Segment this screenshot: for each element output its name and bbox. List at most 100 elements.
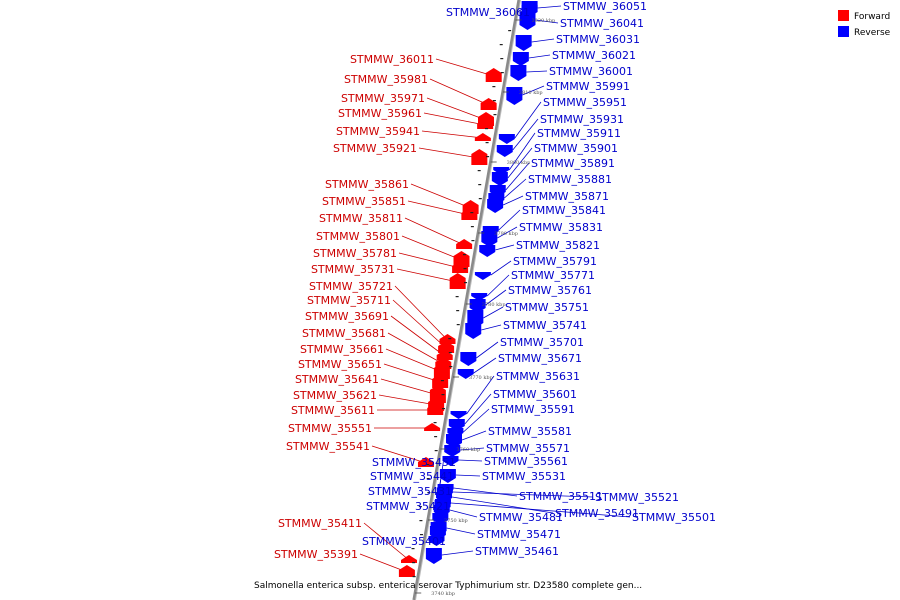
reverse-gene-label[interactable]: STMMW_35881	[528, 173, 612, 186]
forward-gene-glyph[interactable]	[439, 334, 456, 344]
reverse-gene-glyph[interactable]	[510, 65, 527, 81]
forward-gene-glyph[interactable]	[417, 457, 434, 467]
reverse-gene-glyph[interactable]	[481, 231, 498, 247]
forward-gene-label[interactable]: STMMW_35781	[313, 247, 397, 260]
forward-gene-label[interactable]: STMMW_35711	[307, 294, 391, 307]
forward-gene-glyph[interactable]	[401, 555, 417, 563]
reverse-gene-glyph[interactable]	[506, 87, 523, 105]
forward-gene-glyph[interactable]	[433, 363, 450, 379]
reverse-gene-label[interactable]: STMMW_35771	[511, 269, 595, 282]
reverse-gene-label[interactable]: STMMW_35421	[366, 500, 450, 513]
forward-gene-glyph[interactable]	[456, 239, 473, 249]
reverse-gene-glyph[interactable]	[434, 500, 451, 512]
reverse-gene-glyph[interactable]	[437, 487, 454, 495]
reverse-gene-glyph[interactable]	[428, 536, 445, 546]
forward-gene-label[interactable]: STMMW_35411	[278, 517, 362, 530]
forward-gene-glyph[interactable]	[438, 341, 455, 353]
forward-gene-label[interactable]: STMMW_35651	[298, 358, 382, 371]
reverse-gene-label[interactable]: STMMW_35531	[482, 470, 566, 483]
reverse-gene-glyph[interactable]	[515, 35, 532, 51]
forward-gene-label[interactable]: STMMW_35921	[333, 142, 417, 155]
forward-gene-glyph[interactable]	[452, 261, 469, 273]
forward-gene-glyph[interactable]	[485, 68, 502, 82]
reverse-gene-glyph[interactable]	[460, 352, 477, 366]
reverse-gene-glyph[interactable]	[512, 52, 529, 66]
reverse-gene-label[interactable]: STMMW_35591	[491, 403, 575, 416]
reverse-gene-glyph[interactable]	[496, 145, 513, 157]
reverse-gene-label[interactable]: STMMW_35511	[519, 490, 603, 503]
forward-gene-label[interactable]: STMMW_35801	[316, 230, 400, 243]
reverse-gene-label[interactable]: STMMW_35791	[513, 255, 597, 268]
reverse-gene-glyph[interactable]	[442, 456, 459, 466]
reverse-gene-label[interactable]: STMMW_35831	[519, 221, 603, 234]
reverse-gene-label[interactable]: STMMW_35951	[543, 96, 627, 109]
forward-gene-label[interactable]: STMMW_35851	[322, 195, 406, 208]
forward-gene-label[interactable]: STMMW_35661	[300, 343, 384, 356]
forward-gene-label[interactable]: STMMW_35541	[286, 440, 370, 453]
reverse-gene-glyph[interactable]	[465, 323, 482, 339]
reverse-gene-label[interactable]: STMMW_36031	[556, 33, 640, 46]
reverse-gene-label[interactable]: STMMW_35701	[500, 336, 584, 349]
forward-gene-label[interactable]: STMMW_35811	[319, 212, 403, 225]
reverse-gene-glyph[interactable]	[432, 513, 449, 525]
forward-gene-label[interactable]: STMMW_35391	[274, 548, 358, 561]
forward-gene-label[interactable]: STMMW_35641	[295, 373, 379, 386]
reverse-gene-label[interactable]: STMMW_35571	[486, 442, 570, 455]
reverse-gene-label[interactable]: STMMW_35751	[505, 301, 589, 314]
forward-gene-glyph[interactable]	[477, 119, 494, 129]
forward-gene-glyph[interactable]	[471, 149, 488, 165]
reverse-gene-label[interactable]: STMMW_35471	[477, 528, 561, 541]
forward-gene-glyph[interactable]	[398, 565, 415, 577]
reverse-gene-glyph[interactable]	[491, 172, 508, 186]
reverse-gene-glyph[interactable]	[493, 167, 510, 175]
reverse-gene-label[interactable]: STMMW_35761	[508, 284, 592, 297]
forward-gene-label[interactable]: STMMW_36011	[350, 53, 434, 66]
reverse-gene-label[interactable]: STMMW_35931	[540, 113, 624, 126]
reverse-gene-glyph[interactable]	[474, 272, 491, 280]
reverse-gene-glyph[interactable]	[457, 369, 474, 379]
reverse-gene-glyph[interactable]	[439, 469, 456, 483]
reverse-gene-glyph[interactable]	[469, 299, 486, 313]
forward-gene-glyph[interactable]	[424, 423, 441, 431]
reverse-gene-glyph[interactable]	[446, 434, 462, 448]
reverse-gene-label[interactable]: STMMW_35451	[372, 456, 456, 469]
forward-gene-glyph[interactable]	[474, 133, 491, 141]
reverse-gene-label[interactable]: STMMW_35871	[525, 190, 609, 203]
forward-gene-label[interactable]: STMMW_35691	[305, 310, 389, 323]
reverse-gene-glyph[interactable]	[479, 245, 496, 257]
reverse-gene-glyph[interactable]	[471, 293, 488, 301]
reverse-gene-glyph[interactable]	[519, 12, 536, 30]
forward-gene-label[interactable]: STMMW_35721	[309, 280, 393, 293]
forward-gene-label[interactable]: STMMW_35681	[302, 327, 386, 340]
reverse-gene-label[interactable]: STMMW_35741	[503, 319, 587, 332]
reverse-gene-label[interactable]: STMMW_35581	[488, 425, 572, 438]
reverse-gene-label[interactable]: STMMW_35841	[522, 204, 606, 217]
reverse-gene-label[interactable]: STMMW_36041	[560, 17, 644, 30]
reverse-gene-glyph[interactable]	[444, 445, 461, 457]
reverse-gene-label[interactable]: STMMW_35481	[479, 511, 563, 524]
forward-gene-label[interactable]: STMMW_35551	[288, 422, 372, 435]
reverse-gene-label[interactable]: STMMW_36061	[446, 6, 530, 19]
reverse-gene-glyph[interactable]	[425, 548, 442, 564]
reverse-gene-label[interactable]: STMMW_35521	[595, 491, 679, 504]
reverse-gene-label[interactable]: STMMW_35601	[493, 388, 577, 401]
forward-gene-label[interactable]: STMMW_35611	[291, 404, 375, 417]
forward-gene-label[interactable]: STMMW_35731	[311, 263, 395, 276]
reverse-gene-label[interactable]: STMMW_35991	[546, 80, 630, 93]
reverse-gene-label[interactable]: STMMW_35631	[496, 370, 580, 383]
reverse-gene-label[interactable]: STMMW_35461	[475, 545, 559, 558]
reverse-gene-label[interactable]: STMMW_35441	[370, 470, 454, 483]
reverse-gene-label[interactable]: STMMW_36021	[552, 49, 636, 62]
reverse-gene-label[interactable]: STMMW_35491	[555, 507, 639, 520]
forward-gene-label[interactable]: STMMW_35941	[336, 125, 420, 138]
forward-gene-label[interactable]: STMMW_35971	[341, 92, 425, 105]
forward-gene-glyph[interactable]	[480, 98, 497, 110]
reverse-gene-label[interactable]: STMMW_36001	[549, 65, 633, 78]
forward-gene-label[interactable]: STMMW_35981	[344, 73, 428, 86]
reverse-gene-label[interactable]: STMMW_35501	[632, 511, 716, 524]
reverse-gene-label[interactable]: STMMW_36051	[563, 0, 647, 13]
reverse-gene-label[interactable]: STMMW_35671	[498, 352, 582, 365]
reverse-gene-label[interactable]: STMMW_35911	[537, 127, 621, 140]
forward-gene-glyph[interactable]	[436, 350, 453, 360]
forward-gene-glyph[interactable]	[427, 403, 444, 415]
